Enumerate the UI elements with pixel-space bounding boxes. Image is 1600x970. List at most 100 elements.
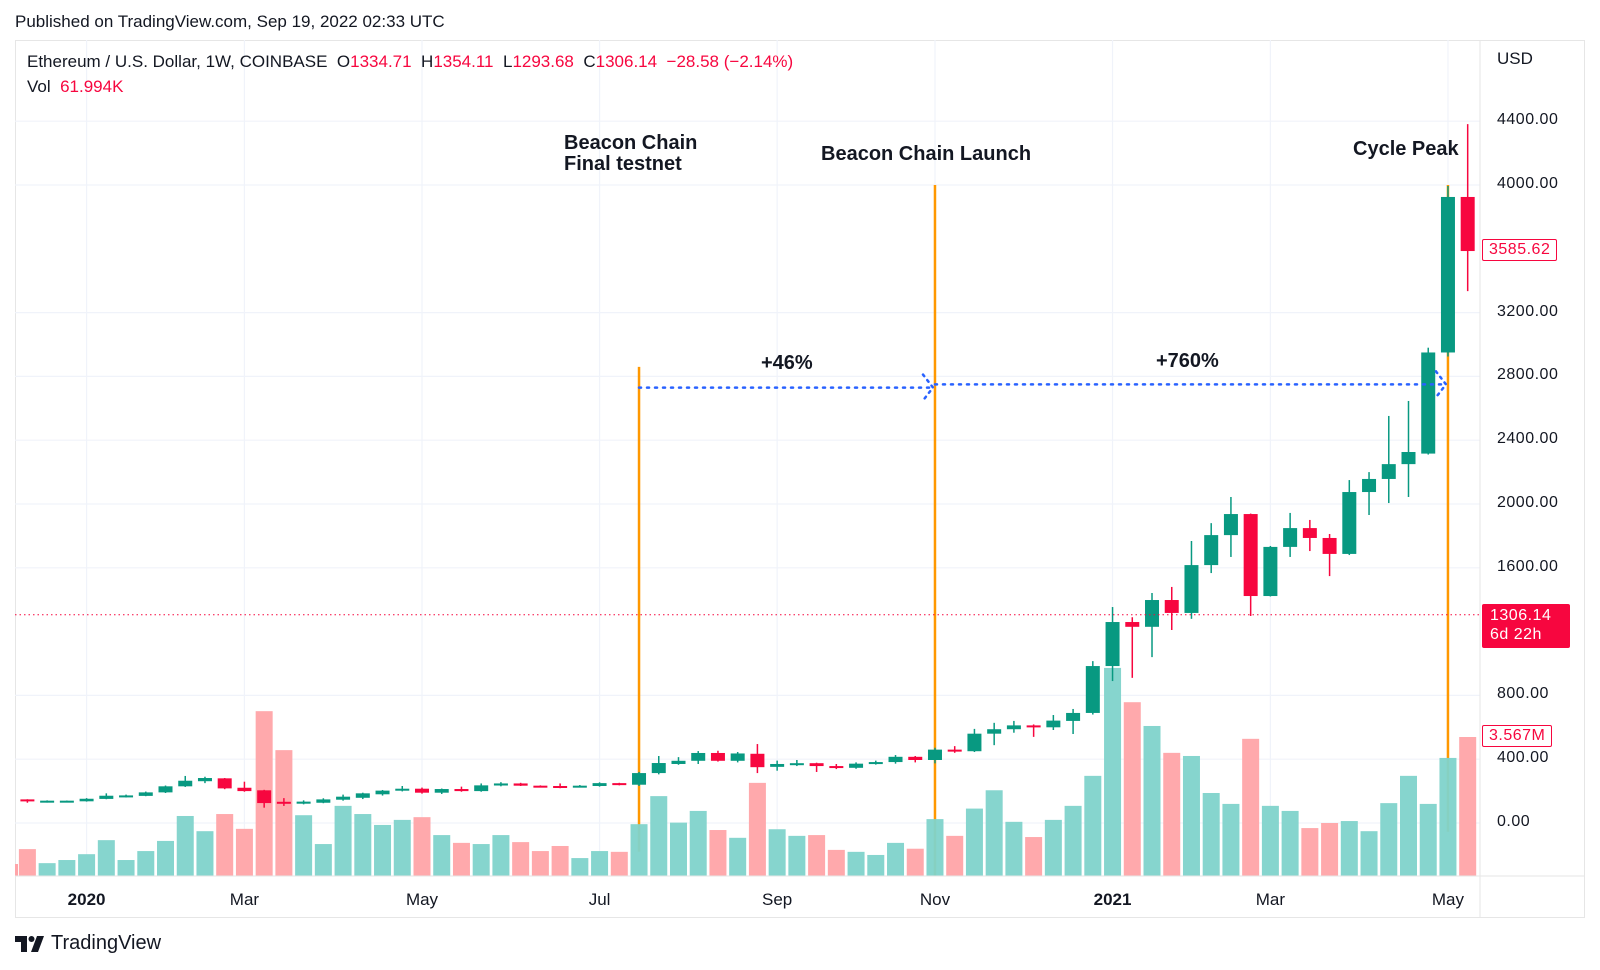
volume-bar [1104,667,1122,876]
open-label: O [336,52,351,71]
volume-bar [867,854,885,876]
price-tick-label: 4400.00 [1497,111,1559,129]
candle-body [868,762,883,765]
candle-body [493,783,508,786]
volume-bar [827,849,845,876]
gain-label-1: +46% [761,352,813,374]
candle-body [632,773,647,785]
volume-bar [433,835,451,876]
time-tick-label: Jul [588,890,611,909]
low-value: 1293.68 [512,52,574,71]
candle-body [849,763,864,768]
candle-body [20,799,35,802]
volume-bar [1123,702,1141,876]
volume-bar [216,814,234,876]
volume-bar [768,829,786,876]
volume-bar [334,805,352,876]
current-price-label: 1306.14 6d 22h [1482,604,1570,648]
time-tick-label: Nov [919,890,951,909]
volume-bar [1202,792,1220,876]
candle-body [1401,452,1416,465]
close-label: C [583,52,596,71]
candle-body [730,753,745,761]
tradingview-logo-icon [15,935,44,952]
annotation-final-testnet-line1: Beacon Chain [564,132,698,154]
volume-bar [1064,805,1082,876]
price-tick-label: 2800.00 [1497,366,1559,384]
volume-bar [1261,805,1279,876]
candle-body [217,778,232,789]
candle-body [829,766,844,769]
volume-bar [551,845,569,876]
annotation-final-testnet: Beacon Chain Final testnet [564,133,697,175]
volume-bar [137,851,155,876]
candle-body [671,760,686,764]
volume-bar [38,863,56,876]
candle-body [1440,196,1455,353]
gain-label-2: +760% [1156,350,1219,372]
volume-bar [985,790,1003,876]
volume-bar [650,796,668,876]
volume-bar [393,819,411,876]
measure-arrows [637,370,1448,402]
candle-body [927,749,942,760]
candle-body [1460,196,1475,252]
volume-bar [314,844,332,876]
vol-label: Vol [27,77,51,96]
volume-bar [1025,837,1043,876]
candle-body [987,729,1002,734]
candle-body [99,795,114,799]
volume-bar [413,817,431,876]
time-tick-label: 2021 [1093,890,1132,909]
candle-body [1302,528,1317,538]
volume-bar [906,848,924,876]
open-value: 1334.71 [350,52,412,71]
volume-bar [295,815,313,876]
candle-body [454,789,469,792]
candle-body [1362,478,1377,493]
candle-body [533,785,548,788]
candle-body [513,783,528,786]
candle-body [59,800,74,803]
candle-body [79,798,94,802]
volume-bar [78,854,96,876]
candle-body [40,800,55,803]
high-value: 1354.11 [433,52,494,71]
time-tick-label: May [1431,890,1465,909]
volume-bar [591,851,609,876]
tradingview-wordmark: TradingView [51,932,162,954]
volume-bar [1321,823,1339,876]
volume-bar [1340,821,1358,876]
volume-bar [1380,803,1398,876]
candle-body [1026,725,1041,728]
last-volume-label: 3.567M [1482,725,1553,747]
currency-label[interactable]: USD [1497,49,1533,68]
candle-body [592,783,607,786]
candle-body [355,793,370,798]
volume-bar [531,851,549,876]
volume-bar [946,835,964,876]
volume-bar [1360,831,1378,876]
close-value: 1306.14 [595,52,658,71]
price-tick-label: 2400.00 [1497,430,1559,448]
candle-body [770,763,785,767]
volume-bar [1419,803,1437,876]
time-tick-label: Sep [762,890,793,909]
symbol-title[interactable]: Ethereum / U.S. Dollar, 1W, COINBASE [27,52,328,71]
candle-body [1381,464,1396,479]
candle-body [908,756,923,760]
volume-bar [176,815,194,876]
volume-bar [1222,803,1240,876]
volume-bar [196,831,214,876]
price-tick-label: 2000.00 [1497,494,1559,511]
candle-body [1243,514,1258,597]
candle-body [237,787,252,792]
candle-body [257,790,272,804]
candle-body [1322,537,1337,554]
candle-body [1085,666,1100,713]
volume-bar [18,849,36,876]
volume-bar [1005,821,1023,876]
candle-body [1164,600,1179,613]
tradingview-logo[interactable]: TradingView [15,932,161,955]
